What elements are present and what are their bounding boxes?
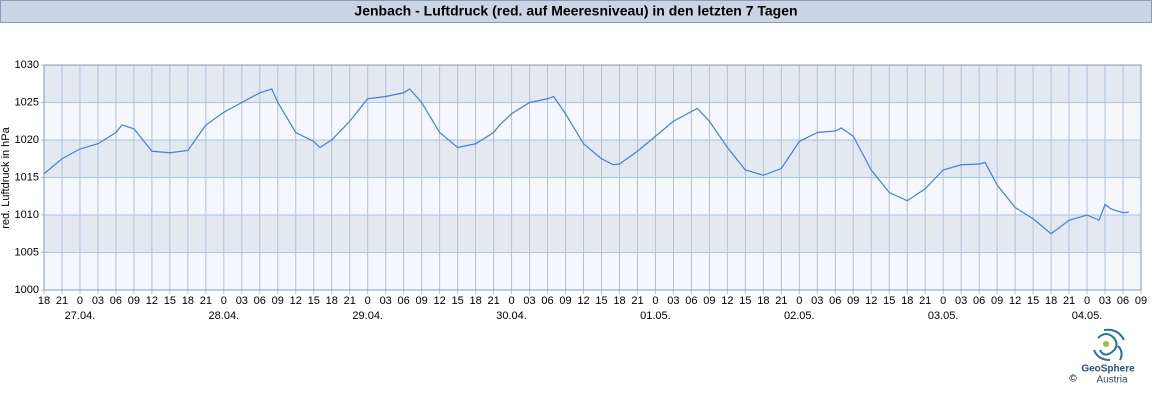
x-tick-label: 09 <box>847 295 859 307</box>
x-date-label: 29.04. <box>352 310 383 322</box>
x-tick-label: 15 <box>739 295 751 307</box>
x-tick-label: 12 <box>1009 295 1021 307</box>
band <box>44 215 1141 253</box>
x-tick-label: 18 <box>613 295 625 307</box>
x-tick-label: 18 <box>38 295 50 307</box>
x-tick-label: 06 <box>254 295 266 307</box>
x-tick-label: 06 <box>829 295 841 307</box>
x-tick-label: 03 <box>667 295 679 307</box>
y-tick-label: 1010 <box>15 209 39 221</box>
chart-title: Jenbach - Luftdruck (red. auf Meeresnive… <box>354 3 797 19</box>
x-tick-label: 21 <box>487 295 499 307</box>
x-tick-label: 12 <box>721 295 733 307</box>
band <box>44 140 1141 178</box>
x-date-label: 02.05. <box>784 310 815 322</box>
x-tick-label: 12 <box>577 295 589 307</box>
x-tick-label: 0 <box>365 295 371 307</box>
x-tick-label: 15 <box>1027 295 1039 307</box>
x-tick-label: 21 <box>775 295 787 307</box>
x-date-label: 01.05. <box>640 310 671 322</box>
x-tick-label: 21 <box>344 295 356 307</box>
x-tick-label: 18 <box>901 295 913 307</box>
x-tick-label: 0 <box>77 295 83 307</box>
x-tick-label: 12 <box>865 295 877 307</box>
x-tick-label: 09 <box>128 295 140 307</box>
y-tick-label: 1000 <box>15 284 39 296</box>
x-tick-label: 06 <box>541 295 553 307</box>
x-tick-label: 03 <box>236 295 248 307</box>
x-tick-label: 09 <box>991 295 1003 307</box>
logo-name: GeoSphere <box>1081 364 1135 375</box>
x-tick-label: 12 <box>290 295 302 307</box>
x-tick-label: 21 <box>1063 295 1075 307</box>
x-date-label: 27.04. <box>65 310 96 322</box>
x-tick-label: 18 <box>757 295 769 307</box>
x-tick-label: 09 <box>703 295 715 307</box>
x-tick-label: 18 <box>469 295 481 307</box>
x-tick-label: 06 <box>398 295 410 307</box>
plot-border <box>43 64 1142 291</box>
x-tick-label: 06 <box>685 295 697 307</box>
x-tick-label: 06 <box>1117 295 1129 307</box>
y-axis-label: red. Luftdruck in hPa <box>0 126 12 228</box>
x-tick-label: 12 <box>434 295 446 307</box>
x-date-label: 30.04. <box>496 310 527 322</box>
x-tick-label: 21 <box>200 295 212 307</box>
x-date-label: 04.05. <box>1072 310 1103 322</box>
logo-subname: Austria <box>1096 375 1128 386</box>
y-tick-label: 1025 <box>15 96 39 108</box>
y-tick-label: 1030 <box>15 59 39 71</box>
x-tick-label: 09 <box>559 295 571 307</box>
x-tick-label: 0 <box>796 295 802 307</box>
pressure-line <box>43 88 1130 235</box>
y-tick-label: 1020 <box>15 134 39 146</box>
x-tick-label: 15 <box>164 295 176 307</box>
x-tick-label: 03 <box>523 295 535 307</box>
x-tick-label: 21 <box>631 295 643 307</box>
x-tick-label: 0 <box>509 295 515 307</box>
x-tick-label: 09 <box>272 295 284 307</box>
logo-dot <box>1103 341 1109 347</box>
x-tick-label: 0 <box>652 295 658 307</box>
x-tick-label: 15 <box>451 295 463 307</box>
x-tick-label: 12 <box>146 295 158 307</box>
x-tick-label: 06 <box>973 295 985 307</box>
x-tick-label: 03 <box>380 295 392 307</box>
x-tick-label: 15 <box>308 295 320 307</box>
x-tick-label: 21 <box>56 295 68 307</box>
y-tick-label: 1015 <box>15 171 39 183</box>
copyright: © <box>1069 374 1077 385</box>
x-tick-label: 03 <box>1099 295 1111 307</box>
band <box>44 65 1141 103</box>
x-tick-label: 09 <box>416 295 428 307</box>
band <box>44 177 1141 215</box>
x-tick-label: 15 <box>595 295 607 307</box>
x-tick-label: 03 <box>955 295 967 307</box>
x-date-label: 28.04. <box>209 310 240 322</box>
x-tick-label: 18 <box>182 295 194 307</box>
x-tick-label: 03 <box>811 295 823 307</box>
x-tick-label: 0 <box>1084 295 1090 307</box>
x-tick-label: 18 <box>1045 295 1057 307</box>
logo-mark <box>1093 328 1125 361</box>
logo: GeoSphere Austria © <box>1069 328 1135 386</box>
x-tick-label: 15 <box>883 295 895 307</box>
x-tick-label: 0 <box>221 295 227 307</box>
x-tick-label: 09 <box>1135 295 1147 307</box>
band <box>44 252 1141 290</box>
x-tick-label: 0 <box>940 295 946 307</box>
x-date-label: 03.05. <box>928 310 959 322</box>
x-tick-label: 18 <box>326 295 338 307</box>
x-tick-label: 03 <box>92 295 104 307</box>
y-tick-label: 1005 <box>15 246 39 258</box>
x-tick-label: 06 <box>110 295 122 307</box>
x-tick-label: 21 <box>919 295 931 307</box>
band <box>44 102 1141 140</box>
